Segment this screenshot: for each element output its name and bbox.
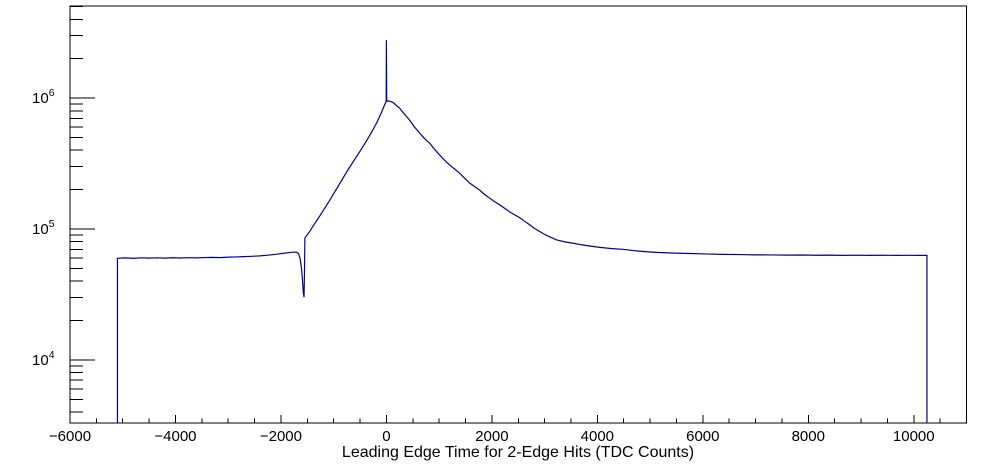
- x-tick-label: 10000: [893, 428, 935, 445]
- x-tick-label: −4000: [154, 428, 196, 445]
- x-tick-label: 0: [382, 428, 390, 445]
- x-tick-label: −6000: [49, 428, 91, 445]
- y-tick-label: 105: [32, 218, 55, 238]
- y-tick-label: 106: [32, 87, 55, 107]
- x-tick-label: 8000: [792, 428, 825, 445]
- histogram-line: [116, 40, 928, 423]
- x-tick-label: 4000: [581, 428, 614, 445]
- y-tick-label: 104: [32, 349, 55, 369]
- axis-ticks: [69, 6, 967, 423]
- x-tick-label: 6000: [686, 428, 719, 445]
- x-tick-label: −2000: [260, 428, 302, 445]
- x-axis-title: Leading Edge Time for 2-Edge Hits (TDC C…: [341, 444, 695, 461]
- axis-tick-labels: −6000 −4000 −2000 0 2000 4000 6000 8000 10000 104…: [32, 87, 935, 445]
- plot-frame: [69, 5, 967, 424]
- x-tick-label: 2000: [475, 428, 508, 445]
